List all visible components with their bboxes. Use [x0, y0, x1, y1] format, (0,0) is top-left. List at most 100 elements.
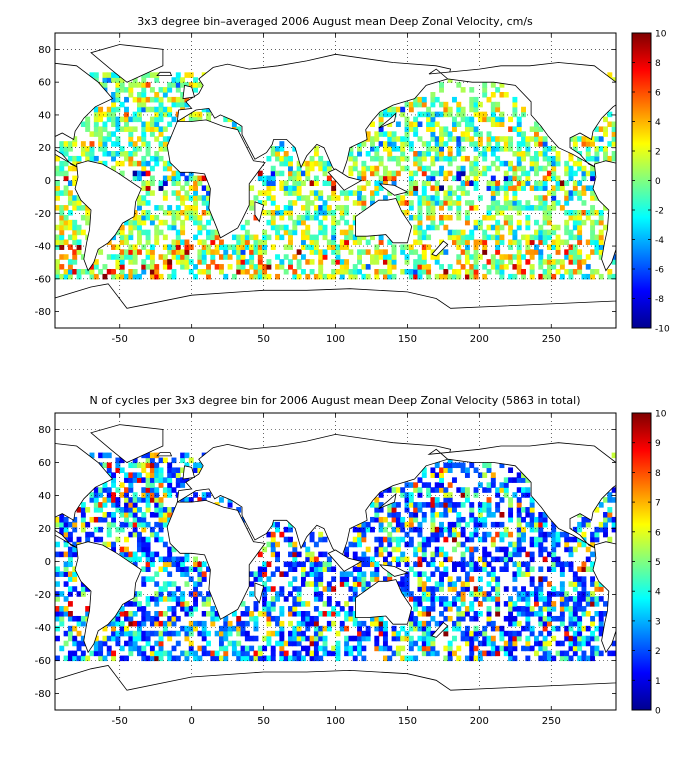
panel-cycle-count: N of cycles per 3x3 degree bin for 2006 … — [35, 394, 667, 727]
heatmap-cell — [175, 229, 181, 236]
heatmap-cell — [482, 640, 488, 647]
heatmap-cell — [175, 180, 181, 187]
heatmap-cell — [141, 141, 147, 147]
heatmap-cell — [89, 273, 95, 280]
heatmap-cell — [296, 165, 302, 172]
heatmap-cell — [145, 200, 151, 206]
heatmap-cell — [430, 249, 436, 255]
heatmap-cell — [141, 487, 147, 493]
heatmap-cell — [124, 254, 129, 260]
heatmap-cell — [525, 175, 531, 182]
heatmap-cell — [529, 556, 535, 563]
heatmap-cell — [559, 571, 565, 577]
heatmap-cell — [119, 170, 125, 177]
heatmap-cell — [447, 131, 453, 137]
heatmap-cell — [486, 131, 492, 137]
heatmap-cell — [80, 521, 86, 528]
heatmap-cell — [98, 249, 104, 255]
heatmap-cell — [193, 210, 199, 216]
heatmap-cell — [128, 477, 134, 483]
heatmap-cell — [218, 269, 224, 275]
heatmap-cell — [434, 273, 440, 280]
colorbar-tick-label: 10 — [655, 30, 667, 40]
heatmap-cell — [115, 141, 121, 147]
heatmap-cell — [357, 521, 362, 528]
heatmap-cell — [67, 165, 73, 172]
heatmap-cell — [404, 190, 410, 196]
heatmap-cell — [80, 151, 86, 157]
heatmap-cell — [382, 546, 388, 553]
heatmap-cell — [542, 521, 548, 528]
heatmap-cell — [542, 596, 548, 602]
heatmap-cell — [292, 556, 298, 563]
heatmap-cell — [387, 155, 393, 162]
chart-title: N of cycles per 3x3 degree bin for 2006 … — [89, 394, 580, 407]
heatmap-cell — [439, 205, 444, 211]
heatmap-cell — [469, 576, 475, 582]
heatmap-cell — [184, 210, 190, 216]
heatmap-cell — [72, 625, 78, 632]
heatmap-cell — [309, 531, 315, 538]
heatmap-cell — [598, 625, 604, 632]
heatmap-cell — [382, 516, 388, 523]
heatmap-cell — [352, 269, 358, 275]
heatmap-cell — [145, 170, 151, 177]
heatmap-cell — [495, 645, 501, 652]
heatmap-cell — [89, 492, 95, 498]
heatmap-cell — [590, 536, 596, 543]
heatmap-cell — [482, 591, 488, 597]
heatmap-cell — [508, 175, 514, 182]
heatmap-cell — [283, 244, 289, 250]
heatmap-cell — [546, 269, 552, 275]
heatmap-cell — [270, 606, 276, 612]
heatmap-cell — [162, 165, 168, 172]
heatmap-cell — [335, 650, 341, 657]
heatmap-cell — [344, 264, 350, 270]
landmass — [156, 452, 173, 457]
heatmap-cell — [318, 551, 324, 558]
heatmap-cell — [59, 254, 65, 260]
heatmap-cell — [357, 635, 362, 642]
heatmap-cell — [430, 640, 436, 647]
heatmap-cell — [348, 229, 354, 236]
heatmap-cell — [67, 190, 73, 196]
heatmap-cell — [516, 155, 522, 162]
heatmap-cell — [292, 625, 298, 632]
heatmap-cell — [555, 151, 561, 157]
heatmap-cell — [335, 269, 341, 275]
heatmap-cell — [266, 611, 272, 617]
heatmap-cell — [417, 546, 423, 553]
heatmap-cell — [180, 210, 186, 216]
heatmap-cell — [456, 210, 462, 216]
heatmap-cell — [102, 82, 108, 88]
heatmap-cell — [434, 96, 440, 103]
heatmap-cell — [370, 502, 375, 508]
heatmap-cell — [568, 155, 574, 162]
heatmap-cell — [111, 516, 117, 523]
heatmap-cell — [508, 531, 514, 538]
heatmap-cell — [154, 214, 160, 221]
heatmap-cell — [374, 254, 380, 260]
heatmap-cell — [348, 146, 354, 152]
heatmap-cell — [594, 581, 600, 587]
heatmap-cell — [318, 155, 324, 162]
heatmap-cell — [391, 487, 397, 493]
heatmap-cell — [331, 195, 337, 201]
heatmap-cell — [495, 581, 501, 587]
heatmap-cell — [167, 136, 173, 142]
heatmap-cell — [430, 521, 436, 528]
heatmap-cell — [469, 561, 475, 568]
heatmap-cell — [577, 264, 583, 270]
heatmap-cell — [529, 234, 535, 241]
heatmap-cell — [572, 136, 578, 142]
heatmap-cell — [572, 606, 578, 612]
heatmap-cell — [464, 244, 470, 250]
heatmap-cell — [525, 200, 531, 206]
heatmap-cell — [339, 214, 345, 221]
heatmap-cell — [585, 136, 591, 142]
heatmap-cell — [141, 581, 147, 587]
heatmap-cell — [357, 239, 362, 246]
heatmap-cell — [452, 625, 457, 632]
heatmap-cell — [141, 452, 147, 459]
heatmap-cell — [305, 645, 311, 652]
